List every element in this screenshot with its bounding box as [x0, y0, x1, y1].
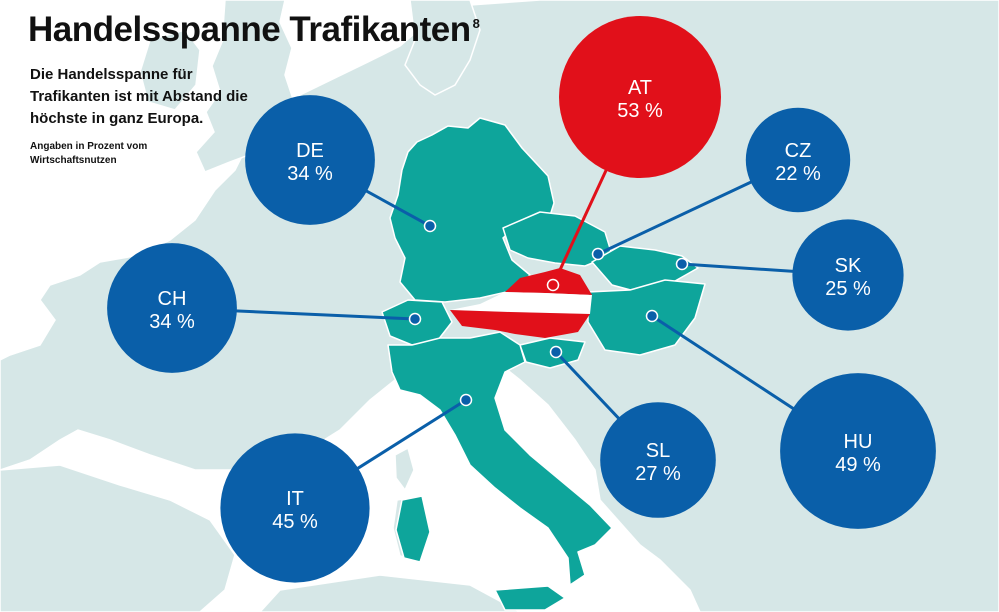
unit-note: Angaben in Prozent vom Wirtschaftsnutzen [30, 141, 148, 166]
footnote-marker: 8 [472, 16, 480, 31]
austria-flag-bottom-band [450, 310, 590, 338]
bubble-code-de: DE [296, 140, 324, 162]
bubble-value-sl: 27 % [635, 463, 681, 485]
bubble-circle-hu [780, 373, 936, 529]
bubble-code-it: IT [286, 488, 304, 510]
country-germany [389, 117, 555, 303]
bubble-circle-ch [107, 243, 237, 373]
country-sicily [494, 585, 566, 611]
bubble-circle-sk [792, 219, 904, 331]
bubble-value-cz: 22 % [775, 163, 821, 185]
bubble-value-at: 53 % [617, 100, 663, 122]
bubble-code-cz: CZ [785, 140, 812, 162]
title-text: Handelsspanne Trafikanten [28, 10, 471, 49]
bubble-circle-sl [600, 402, 716, 518]
land-ireland [139, 29, 201, 111]
bubble-code-hu: HU [844, 431, 873, 453]
country-sardinia [395, 495, 431, 563]
bubble-value-de: 34 % [287, 163, 333, 185]
bubble-value-ch: 34 % [149, 311, 195, 333]
land-iberia [0, 464, 236, 612]
bubble-circle-cz [745, 107, 851, 213]
bubble-code-sk: SK [835, 255, 862, 277]
bubble-circle-at [559, 16, 721, 178]
country-italy [387, 331, 613, 586]
bubble-code-at: AT [628, 77, 652, 99]
connector-dot-ch [408, 312, 422, 326]
connector-dot-hu [645, 309, 659, 323]
austria-flag-middle-band [450, 292, 592, 314]
land-north-africa [258, 574, 521, 612]
bubble-code-sl: SL [646, 440, 670, 462]
bubble-circle-it [220, 433, 370, 583]
bubble-value-it: 45 % [272, 511, 318, 533]
bubble-value-hu: 49 % [835, 454, 881, 476]
bubble-code-ch: CH [158, 288, 187, 310]
connector-dot-de [423, 219, 437, 233]
bubble-circle-de [245, 95, 375, 225]
subtitle: Die Handelsspanne für Trafikanten ist mi… [30, 66, 248, 127]
page-title: Handelsspanne Trafikanten 8 [28, 10, 480, 50]
connector-dot-at [546, 278, 560, 292]
bubble-value-sk: 25 % [825, 278, 871, 300]
connector-dot-sl [549, 345, 563, 359]
connector-dot-it [459, 393, 473, 407]
connector-dot-sk [675, 257, 689, 271]
connector-dot-cz [591, 247, 605, 261]
land-scandinavia [404, 0, 481, 96]
land-corsica [394, 446, 415, 492]
